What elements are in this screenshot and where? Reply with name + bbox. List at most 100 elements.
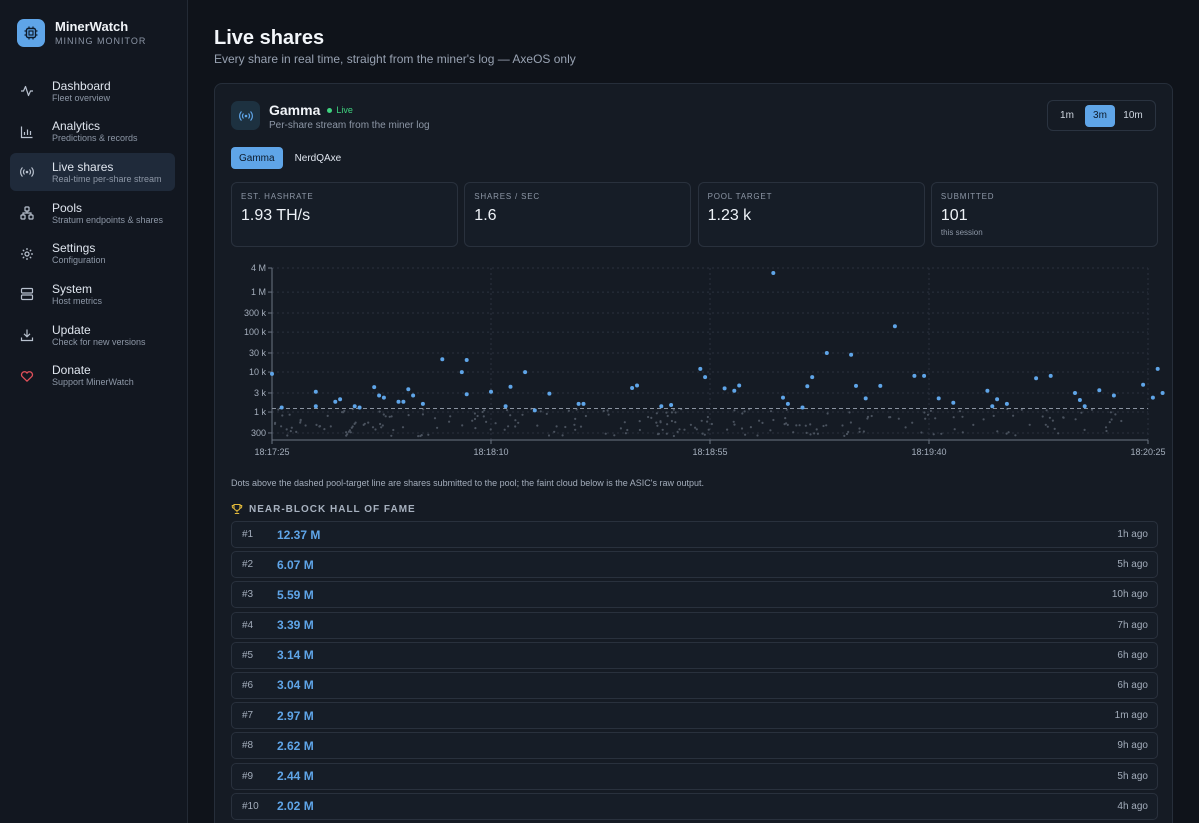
raw-share-dot — [483, 409, 486, 412]
submitted-share-dot — [1034, 376, 1039, 381]
chip-icon — [17, 19, 45, 47]
raw-share-dot — [813, 432, 816, 435]
raw-share-dot — [870, 414, 873, 418]
raw-share-dot — [674, 421, 677, 424]
raw-share-dot — [536, 424, 539, 427]
hof-rank: #6 — [242, 679, 254, 691]
submitted-share-dot — [420, 401, 425, 406]
raw-share-dot — [481, 410, 484, 414]
hall-of-fame-row[interactable]: #4 3.39 M 7h ago — [231, 611, 1158, 639]
raw-share-dot — [1105, 429, 1108, 433]
raw-share-dot — [346, 433, 349, 436]
raw-share-dot — [761, 421, 764, 424]
hof-value: 6.07 M — [277, 557, 314, 572]
hall-of-fame-row[interactable]: #2 6.07 M 5h ago — [231, 551, 1158, 579]
raw-share-dot — [706, 420, 709, 423]
raw-share-dot — [992, 414, 995, 417]
hall-of-fame-row[interactable]: #1 12.37 M 1h ago — [231, 521, 1158, 548]
raw-share-dot — [299, 421, 302, 424]
sidebar-item-pools[interactable]: Pools Stratum endpoints & shares — [10, 194, 175, 232]
sidebar-item-sublabel: Real-time per-share stream — [52, 173, 162, 184]
submitted-share-dot — [464, 392, 469, 397]
raw-share-dot — [421, 413, 424, 416]
raw-share-dot — [607, 413, 610, 416]
submitted-share-dot — [698, 366, 703, 371]
raw-share-dot — [417, 435, 420, 438]
raw-share-dot — [604, 432, 607, 435]
hall-of-fame-row[interactable]: #3 5.59 M 10h ago — [231, 581, 1158, 609]
raw-share-dot — [858, 427, 861, 430]
tab-nerdqaxe[interactable]: NerdQAxe — [294, 152, 342, 164]
raw-share-dot — [656, 424, 659, 427]
submitted-share-dot — [635, 383, 639, 388]
raw-share-dot — [707, 428, 710, 431]
submitted-share-dot — [849, 352, 854, 357]
sidebar-item-update[interactable]: Update Check for new versions — [10, 316, 175, 354]
raw-share-dot — [448, 420, 451, 423]
raw-share-dot — [354, 421, 357, 424]
raw-share-dot — [363, 422, 366, 425]
hof-time-ago: 6h ago — [1117, 679, 1148, 691]
raw-share-dot — [798, 424, 801, 427]
hall-of-fame-label: NEAR-BLOCK HALL OF FAME — [249, 503, 416, 515]
sidebar-item-sublabel: Fleet overview — [52, 92, 111, 103]
hof-value: 3.04 M — [277, 678, 314, 693]
raw-share-dot — [996, 430, 999, 433]
hall-of-fame-row[interactable]: #7 2.97 M 1m ago — [231, 702, 1158, 730]
y-tick-label: 3 k — [254, 388, 267, 398]
raw-share-dot — [888, 416, 891, 419]
y-tick-label: 300 k — [244, 308, 267, 318]
raw-share-dot — [784, 417, 787, 420]
device-name-row: Gamma Live — [269, 102, 353, 118]
raw-share-dot — [390, 434, 393, 437]
raw-share-dot — [672, 434, 675, 438]
hof-time-ago: 6h ago — [1117, 649, 1148, 661]
hof-value: 2.97 M — [277, 708, 314, 723]
device-subtitle: Per-share stream from the miner log — [269, 120, 430, 131]
raw-share-dot — [816, 432, 820, 435]
raw-share-dot — [743, 410, 746, 413]
range-1m-button[interactable]: 1m — [1060, 110, 1074, 121]
raw-share-dot — [1028, 423, 1031, 426]
sidebar-item-system[interactable]: System Host metrics — [10, 275, 175, 313]
submitted-share-dot — [508, 384, 513, 389]
range-10m-button[interactable]: 10m — [1123, 110, 1143, 121]
heart-icon — [20, 369, 34, 383]
raw-share-dot — [661, 428, 664, 431]
hall-of-fame-row[interactable]: #9 2.44 M 5h ago — [231, 762, 1158, 790]
raw-share-dot — [285, 428, 288, 431]
raw-share-dot — [545, 412, 548, 415]
hall-of-fame-row[interactable]: #6 3.04 M 6h ago — [231, 671, 1158, 699]
raw-share-dot — [579, 425, 583, 428]
hall-of-fame-row[interactable]: #5 3.14 M 6h ago — [231, 641, 1158, 669]
sidebar-item-settings[interactable]: Settings Configuration — [10, 235, 175, 273]
raw-share-dot — [700, 419, 703, 422]
sidebar-item-sublabel: Configuration — [52, 255, 106, 266]
hall-of-fame-row[interactable]: #8 2.62 M 9h ago — [231, 732, 1158, 760]
hof-value: 2.62 M — [277, 738, 314, 753]
raw-share-dot — [371, 426, 375, 429]
raw-share-dot — [866, 415, 870, 418]
raw-share-dot — [923, 411, 926, 414]
hall-of-fame-list: #1 12.37 M 1h ago #2 6.07 M 5h ago #3 5.59 M 10h… — [231, 521, 1158, 823]
submitted-share-dot — [313, 404, 318, 409]
raw-share-dot — [323, 428, 326, 431]
live-dot-icon — [327, 107, 333, 113]
raw-share-dot — [326, 414, 329, 417]
brand[interactable]: MinerWatch MINING MONITOR — [17, 19, 146, 47]
raw-share-dot — [952, 416, 955, 419]
hof-rank: #9 — [242, 770, 254, 782]
bar-chart-icon — [20, 125, 34, 139]
submitted-share-dot — [1150, 395, 1155, 400]
raw-share-dot — [1104, 426, 1108, 429]
submitted-share-dot — [377, 393, 382, 398]
sidebar-item-live-shares[interactable]: Live shares Real-time per-share stream — [10, 153, 175, 192]
tab-gamma[interactable]: Gamma — [231, 147, 283, 169]
sidebar-item-donate[interactable]: Donate Support MinerWatch — [10, 357, 175, 395]
raw-share-dot — [849, 421, 853, 424]
sidebar-item-analytics[interactable]: Analytics Predictions & records — [10, 113, 175, 151]
sidebar-item-dashboard[interactable]: Dashboard Fleet overview — [10, 72, 175, 110]
range-3m-button[interactable]: 3m — [1085, 104, 1115, 127]
raw-share-dot — [514, 419, 517, 422]
hall-of-fame-row[interactable]: #10 2.02 M 4h ago — [231, 792, 1158, 820]
